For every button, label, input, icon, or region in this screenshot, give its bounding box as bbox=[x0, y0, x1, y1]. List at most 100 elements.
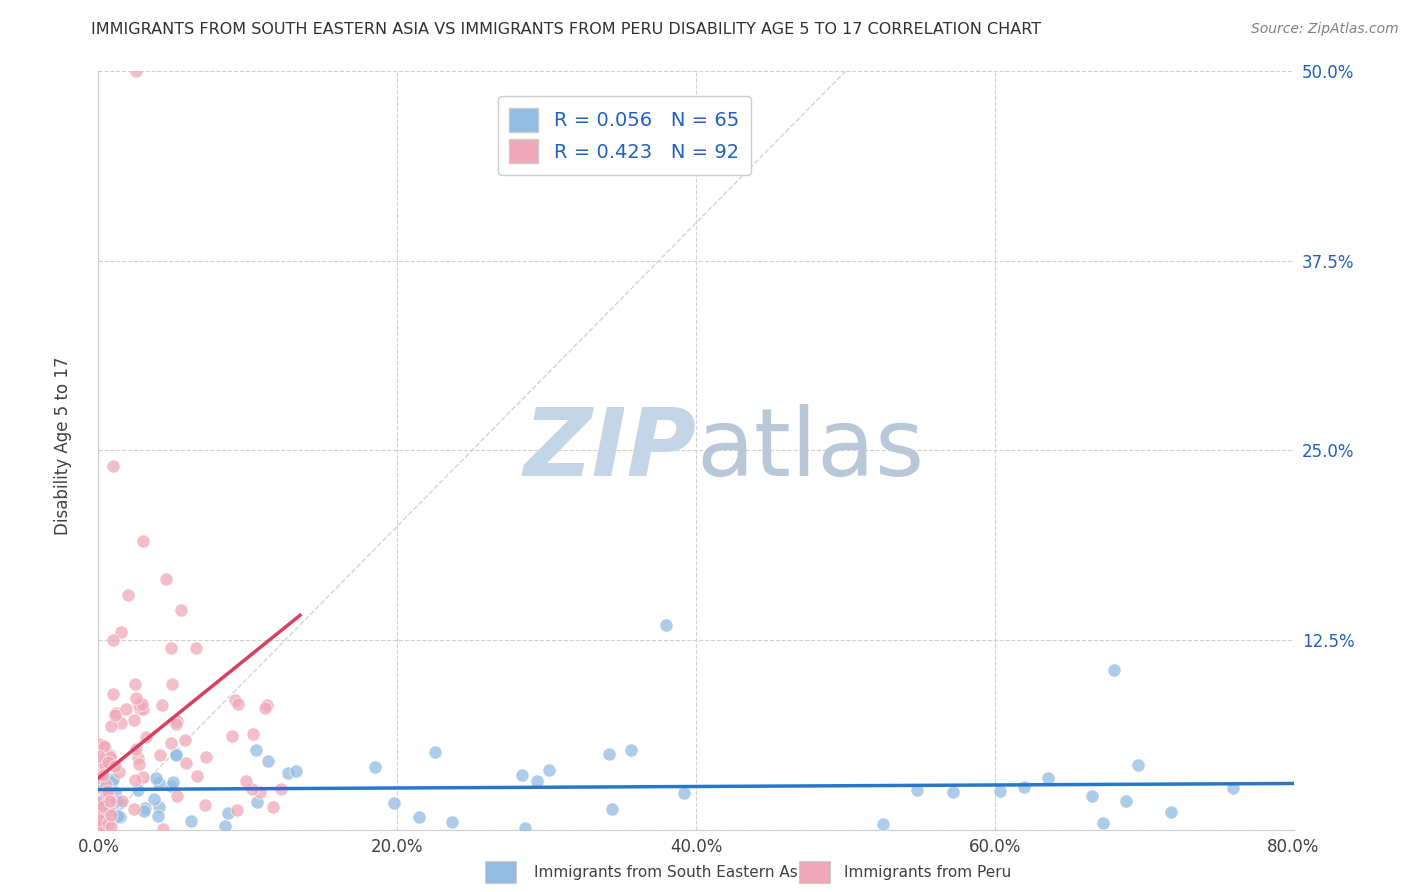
Text: atlas: atlas bbox=[696, 404, 924, 497]
Point bbox=[655, 617, 678, 632]
Point bbox=[145, 771, 167, 785]
Point bbox=[127, 783, 149, 797]
Point bbox=[1160, 805, 1182, 819]
Point bbox=[132, 804, 155, 818]
Point bbox=[100, 775, 122, 789]
Point bbox=[1115, 794, 1137, 808]
Point bbox=[135, 731, 157, 745]
Point bbox=[246, 795, 269, 809]
Point bbox=[89, 820, 111, 834]
Point bbox=[100, 789, 122, 803]
Point bbox=[94, 812, 117, 826]
Point bbox=[91, 767, 114, 781]
Point bbox=[1012, 780, 1035, 794]
Point bbox=[620, 742, 643, 756]
Point bbox=[97, 815, 120, 830]
Point bbox=[101, 687, 124, 701]
Point bbox=[195, 750, 218, 764]
Point bbox=[124, 772, 146, 787]
Point bbox=[103, 633, 125, 648]
Point bbox=[672, 786, 695, 800]
Point bbox=[94, 774, 117, 789]
Text: Immigrants from South Eastern Asia: Immigrants from South Eastern Asia bbox=[534, 865, 811, 880]
Point bbox=[242, 781, 264, 796]
Point bbox=[872, 817, 894, 831]
Point bbox=[256, 698, 278, 712]
Point bbox=[94, 741, 117, 756]
Point bbox=[155, 573, 177, 587]
Point bbox=[97, 784, 120, 798]
Point bbox=[169, 603, 191, 617]
Point bbox=[262, 799, 284, 814]
Point bbox=[93, 739, 115, 753]
Point bbox=[108, 797, 131, 811]
Point bbox=[165, 747, 187, 762]
Point bbox=[160, 736, 183, 750]
Point bbox=[122, 802, 145, 816]
Point bbox=[150, 698, 173, 713]
Point bbox=[89, 738, 111, 752]
Point bbox=[125, 64, 148, 78]
Point bbox=[104, 759, 127, 773]
Point bbox=[100, 808, 122, 822]
Point bbox=[1222, 780, 1244, 795]
Point bbox=[93, 799, 115, 814]
Point bbox=[91, 793, 114, 807]
Point bbox=[108, 764, 131, 779]
Point bbox=[91, 802, 114, 816]
Point bbox=[114, 701, 136, 715]
Point bbox=[131, 698, 153, 712]
Point bbox=[97, 802, 120, 816]
Point bbox=[91, 771, 114, 785]
Point bbox=[235, 773, 257, 788]
Point bbox=[905, 783, 928, 797]
Point bbox=[105, 794, 128, 808]
Point bbox=[128, 698, 150, 712]
Point bbox=[90, 805, 112, 819]
Point bbox=[423, 745, 446, 759]
Point bbox=[510, 768, 533, 782]
Point bbox=[90, 801, 112, 815]
Point bbox=[598, 747, 620, 762]
Point bbox=[194, 797, 217, 812]
Point bbox=[285, 764, 308, 778]
Point bbox=[277, 765, 299, 780]
Point bbox=[1036, 771, 1059, 785]
Point bbox=[165, 716, 187, 731]
Point bbox=[149, 747, 172, 762]
Point bbox=[87, 813, 110, 827]
Point bbox=[242, 727, 264, 741]
Text: IMMIGRANTS FROM SOUTH EASTERN ASIA VS IMMIGRANTS FROM PERU DISABILITY AGE 5 TO 1: IMMIGRANTS FROM SOUTH EASTERN ASIA VS IM… bbox=[91, 22, 1042, 37]
Point bbox=[87, 807, 110, 822]
Point bbox=[100, 719, 122, 733]
Point bbox=[134, 801, 156, 815]
Point bbox=[90, 765, 112, 780]
Point bbox=[1092, 816, 1115, 830]
Point bbox=[94, 778, 117, 792]
Text: ZIP: ZIP bbox=[523, 404, 696, 497]
Point bbox=[91, 756, 114, 771]
Point bbox=[148, 776, 170, 790]
Point bbox=[108, 809, 131, 823]
Point bbox=[100, 794, 122, 808]
Point bbox=[91, 819, 114, 833]
Point bbox=[226, 697, 249, 711]
Point bbox=[225, 803, 247, 817]
Point bbox=[93, 751, 115, 765]
Point bbox=[1104, 664, 1126, 678]
Point bbox=[214, 819, 236, 833]
Point bbox=[256, 754, 278, 768]
Point bbox=[942, 785, 965, 799]
Point bbox=[1128, 758, 1150, 772]
Point bbox=[104, 706, 127, 720]
Point bbox=[117, 588, 139, 602]
Point bbox=[87, 780, 110, 795]
Point bbox=[270, 782, 292, 797]
Point bbox=[148, 809, 170, 823]
Point bbox=[162, 775, 184, 789]
Point bbox=[224, 693, 246, 707]
Point bbox=[440, 814, 463, 829]
Point bbox=[87, 749, 110, 764]
Point bbox=[90, 772, 112, 786]
Point bbox=[103, 458, 125, 473]
